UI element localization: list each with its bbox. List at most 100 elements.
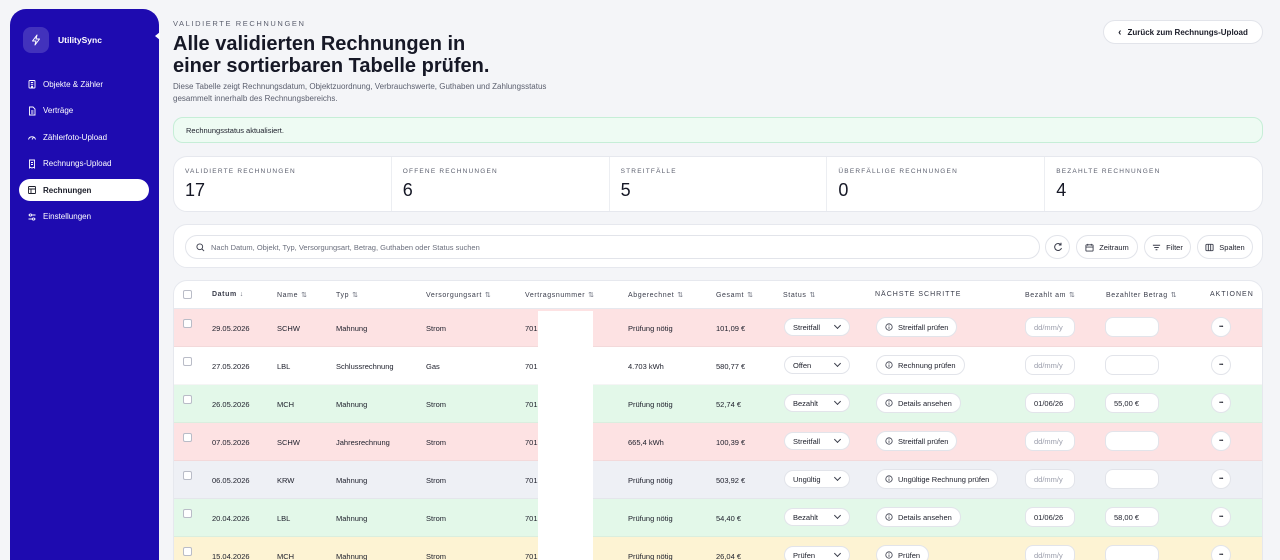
paid-amount-input[interactable] [1105,355,1159,375]
chevron-down-icon [833,549,842,558]
filter-button[interactable]: Filter [1144,235,1191,259]
sidebar-item-zählerfoto-upload[interactable]: Zählerfoto-Upload [19,126,149,148]
sidebar: UtilitySync Objekte & Zähler Verträge Zähl… [10,9,160,560]
paid-date-input[interactable]: 01/06/26 [1025,393,1075,413]
more-actions-button[interactable]: ••• [1211,317,1231,337]
paid-date-input[interactable]: dd/mm/y [1025,431,1075,451]
status-value: Ungültig [793,474,821,484]
brand[interactable]: UtilitySync [23,27,102,53]
column-header-typ[interactable]: Typ ⇅ [336,291,359,299]
cell-type: Mahnung [336,324,368,333]
collapse-sidebar-icon[interactable] [155,32,160,40]
cell-billed: Prüfung nötig [628,552,673,560]
column-header-gesamt[interactable]: Gesamt ⇅ [716,291,754,299]
sidebar-item-rechnungen[interactable]: Rechnungen [19,179,149,201]
sidebar-item-rechnungs-upload[interactable]: Rechnungs-Upload [19,153,149,175]
next-step-button[interactable]: Details ansehen [876,393,961,413]
table-row[interactable]: 27.05.2026 LBL Schlussrechnung Gas 701 4… [174,347,1262,385]
paid-date-value: 01/06/26 [1034,398,1064,408]
cell-contract-number: 701 [525,324,538,333]
row-checkbox[interactable] [183,319,192,328]
select-all-checkbox[interactable] [183,290,192,299]
paid-amount-input[interactable] [1105,431,1159,451]
row-checkbox[interactable] [183,509,192,518]
row-checkbox[interactable] [183,357,192,366]
status-select[interactable]: Bezahlt [784,394,850,412]
status-value: Streitfall [793,436,821,446]
sidebar-item-einstellungen[interactable]: Einstellungen [19,206,149,228]
column-header-versorgungsart[interactable]: Versorgungsart ⇅ [426,291,491,299]
status-select[interactable]: Streitfall [784,432,850,450]
status-select[interactable]: Offen [784,356,850,374]
more-icon: ••• [1219,362,1223,368]
filter-label: Filter [1166,242,1183,252]
column-header-vertragsnummer[interactable]: Vertragsnummer ⇅ [525,291,595,299]
sort-icon: ⇅ [301,292,308,299]
row-checkbox[interactable] [183,433,192,442]
more-icon: ••• [1219,438,1223,444]
more-actions-button[interactable]: ••• [1211,545,1231,560]
search-input[interactable]: Nach Datum, Objekt, Typ, Versorgungsart,… [185,235,1040,259]
table-row[interactable]: 06.05.2026 KRW Mahnung Strom 701 Prüfung… [174,461,1262,499]
table-row[interactable]: 26.05.2026 MCH Mahnung Strom 701 Prüfung… [174,385,1262,423]
table-row[interactable]: 29.05.2026 SCHW Mahnung Strom 701 Prüfun… [174,309,1262,347]
column-header-datum[interactable]: Datum ↓ [212,291,244,298]
paid-date-input[interactable]: 01/06/26 [1025,507,1075,527]
more-actions-button[interactable]: ••• [1211,393,1231,413]
more-actions-button[interactable]: ••• [1211,355,1231,375]
table-row[interactable]: 20.04.2026 LBL Mahnung Strom 701 Prüfung… [174,499,1262,537]
paid-amount-input[interactable] [1105,545,1159,560]
row-checkbox[interactable] [183,471,192,480]
column-header-abgerechnet[interactable]: Abgerechnet ⇅ [628,291,684,299]
table-icon [28,186,36,194]
paid-date-input[interactable]: dd/mm/y [1025,355,1075,375]
status-select[interactable]: Prüfen [784,546,850,560]
sidebar-item-verträge[interactable]: Verträge [19,100,149,122]
paid-date-input[interactable]: dd/mm/y [1025,317,1075,337]
paid-date-input[interactable]: dd/mm/y [1025,545,1075,560]
reset-button[interactable] [1045,235,1070,259]
paid-amount-input[interactable]: 55,00 € [1105,393,1159,413]
next-step-button[interactable]: Prüfen [876,545,930,560]
paid-amount-input[interactable] [1105,469,1159,489]
more-actions-button[interactable]: ••• [1211,507,1231,527]
paid-amount-input[interactable]: 58,00 € [1105,507,1159,527]
column-header-status[interactable]: Status ⇅ [783,291,816,299]
next-step-button[interactable]: Rechnung prüfen [876,355,965,375]
status-select[interactable]: Ungültig [784,470,850,488]
sidebar-item-label: Verträge [43,106,74,115]
sort-icon: ⇅ [352,292,359,299]
next-step-button[interactable]: Streitfall prüfen [876,431,958,451]
back-to-upload-button[interactable]: ‹ Zurück zum Rechnungs-Upload [1103,20,1263,44]
search-toolbar: Nach Datum, Objekt, Typ, Versorgungsart,… [173,224,1263,268]
more-actions-button[interactable]: ••• [1211,431,1231,451]
stat-validated: VALIDIERTE RECHNUNGEN 17 [174,157,392,211]
more-icon: ••• [1219,552,1223,558]
column-header-label: Gesamt [716,292,745,299]
sidebar-item-objekte-zähler[interactable]: Objekte & Zähler [19,73,149,95]
next-step-button[interactable]: Streitfall prüfen [876,317,958,337]
date-range-button[interactable]: Zeitraum [1076,235,1138,259]
column-header-bezahlter-betrag[interactable]: Bezahlter Betrag ⇅ [1106,291,1177,299]
cell-name: KRW [277,476,295,485]
more-actions-button[interactable]: ••• [1211,469,1231,489]
columns-button[interactable]: Spalten [1197,235,1253,259]
next-step-button[interactable]: Details ansehen [876,507,961,527]
paid-date-input[interactable]: dd/mm/y [1025,469,1075,489]
row-checkbox[interactable] [183,395,192,404]
column-header-name[interactable]: Name ⇅ [277,291,308,299]
paid-amount-input[interactable] [1105,317,1159,337]
cell-name: SCHW [277,438,300,447]
column-header-next-steps: NÄCHSTE SCHRITTE [875,291,961,298]
next-step-label: Rechnung prüfen [898,360,956,370]
next-step-button[interactable]: Ungültige Rechnung prüfen [876,469,999,489]
status-select[interactable]: Bezahlt [784,508,850,526]
row-checkbox[interactable] [183,547,192,556]
column-header-bezahlt-am[interactable]: Bezahlt am ⇅ [1025,291,1076,299]
stat-value: 17 [185,180,206,200]
status-select[interactable]: Streitfall [784,318,850,336]
cell-type: Schlussrechnung [336,362,394,371]
table-row[interactable]: 07.05.2026 SCHW Jahresrechnung Strom 701… [174,423,1262,461]
table-row[interactable]: 15.04.2026 MCH Mahnung Strom 701 Prüfung… [174,537,1262,560]
